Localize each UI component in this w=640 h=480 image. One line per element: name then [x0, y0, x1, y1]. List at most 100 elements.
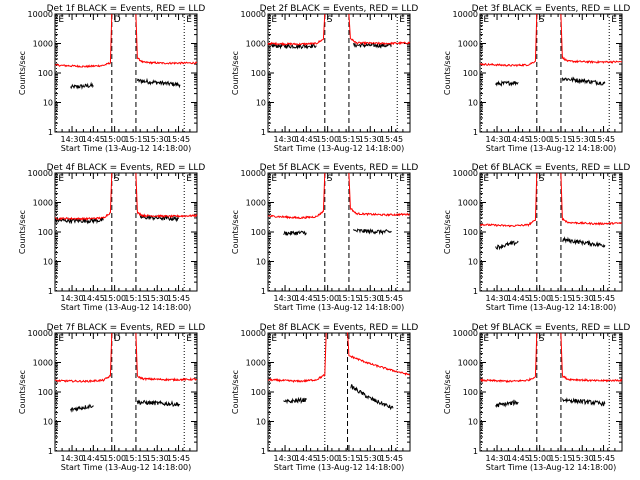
y-tick-label: 100 — [38, 228, 53, 237]
x-tick-label: 15:30 — [146, 135, 169, 144]
chart-panel: Det 7f BLACK = Events, RED = LLD 1 10 100 10… — [18, 323, 205, 472]
x-tick-label: 15:15 — [337, 135, 360, 144]
y-tick-label: 1000 — [246, 199, 266, 208]
series-lld-line — [479, 172, 538, 228]
x-tick-label: 15:30 — [359, 294, 382, 303]
y-tick-label: 1000 — [33, 40, 53, 49]
event-marker-label: E — [186, 174, 192, 184]
x-tick-label: 14:30 — [61, 135, 84, 144]
event-marker-label: E — [399, 334, 405, 344]
x-axis-label: Start Time (13-Aug-12 14:18:00) — [274, 144, 405, 153]
x-tick-label: 15:00 — [316, 135, 339, 144]
series-events-line — [54, 216, 104, 225]
x-tick-label: 15:15 — [124, 294, 147, 303]
event-marker-label: S — [327, 174, 333, 184]
y-axis-label: Counts/sec — [443, 210, 452, 254]
x-tick-label: 15:45 — [380, 135, 403, 144]
x-tick-label: 15:30 — [571, 294, 594, 303]
series-events-line — [283, 396, 307, 405]
x-axis-label: Start Time (13-Aug-12 14:18:00) — [486, 144, 617, 153]
y-tick-label: 1000 — [458, 40, 478, 49]
series-events-line — [350, 384, 394, 411]
chart-panel: Det 4f BLACK = Events, RED = LLD 1 10 100 10… — [18, 163, 205, 312]
x-tick-label: 15:45 — [380, 294, 403, 303]
series-events-line — [136, 77, 181, 89]
series-events-line — [70, 403, 94, 413]
chart-panel: Det 3f BLACK = Events, RED = LLD 1 10 100 10… — [443, 4, 630, 153]
x-tick-label: 15:15 — [124, 135, 147, 144]
x-axis-label: Start Time (13-Aug-12 14:18:00) — [61, 303, 192, 312]
event-marker-label: E — [271, 334, 277, 344]
event-marker-label: S — [327, 15, 333, 25]
x-tick-label: 15:00 — [103, 454, 126, 463]
panel-grid: Det 1f BLACK = Events, RED = LLD 1 10 100 10… — [18, 4, 630, 472]
series-lld-line — [54, 172, 113, 221]
series-lld-line — [348, 172, 411, 217]
event-marker-label: E — [399, 15, 405, 25]
series-events-line — [267, 42, 317, 50]
series-lld-line — [267, 332, 327, 383]
y-tick-label: 1000 — [33, 359, 53, 368]
chart-title: Det 7f BLACK = Events, RED = LLD — [47, 323, 206, 333]
x-tick-label: 15:00 — [528, 454, 551, 463]
x-axis-label: Start Time (13-Aug-12 14:18:00) — [61, 463, 192, 472]
y-tick-label: 10 — [468, 99, 478, 108]
y-tick-label: 10000 — [241, 169, 266, 178]
y-tick-label: 1000 — [458, 199, 478, 208]
y-tick-label: 10 — [43, 418, 53, 427]
x-axis-label: Start Time (13-Aug-12 14:18:00) — [274, 463, 405, 472]
y-tick-label: 1 — [48, 287, 53, 296]
y-tick-label: 100 — [251, 228, 266, 237]
series-lld-line — [479, 13, 538, 68]
series-lld-line — [560, 172, 623, 226]
x-tick-label: 14:45 — [507, 135, 530, 144]
x-tick-label: 14:45 — [507, 294, 530, 303]
y-tick-label: 1 — [261, 287, 266, 296]
y-tick-label: 1 — [261, 447, 266, 456]
y-axis-label: Counts/sec — [18, 370, 27, 414]
x-tick-label: 14:30 — [274, 294, 297, 303]
event-marker-label: E — [483, 334, 489, 344]
x-tick-label: 15:00 — [103, 135, 126, 144]
x-tick-label: 15:30 — [359, 454, 382, 463]
x-tick-label: 15:30 — [571, 454, 594, 463]
y-tick-label: 100 — [463, 228, 478, 237]
x-axis-label: Start Time (13-Aug-12 14:18:00) — [274, 303, 405, 312]
y-tick-label: 10000 — [241, 329, 266, 338]
event-marker-label: S — [539, 15, 545, 25]
chart-panel: Det 1f BLACK = Events, RED = LLD 1 10 100 10… — [18, 4, 205, 153]
series-events-line — [561, 76, 606, 87]
event-marker-label: E — [58, 334, 64, 344]
x-tick-label: 15:15 — [549, 454, 572, 463]
y-tick-label: 10 — [43, 258, 53, 267]
y-tick-label: 100 — [463, 388, 478, 397]
series-lld-line — [135, 172, 198, 219]
event-marker-label: E — [271, 174, 277, 184]
y-axis-label: Counts/sec — [231, 51, 240, 95]
y-tick-label: 10000 — [28, 329, 53, 338]
series-events-line — [352, 228, 392, 236]
series-lld-line — [54, 332, 113, 384]
y-tick-label: 10 — [468, 258, 478, 267]
series-events-line — [495, 80, 519, 87]
y-tick-label: 100 — [38, 388, 53, 397]
y-axis-label: Counts/sec — [443, 370, 452, 414]
x-tick-label: 15:45 — [167, 454, 190, 463]
x-tick-label: 15:00 — [103, 294, 126, 303]
chart-title: Det 4f BLACK = Events, RED = LLD — [47, 163, 206, 173]
event-marker-label: S — [539, 174, 545, 184]
y-tick-label: 10 — [256, 99, 266, 108]
series-lld-line — [267, 13, 326, 46]
series-lld-line — [347, 332, 410, 376]
x-tick-label: 14:45 — [295, 294, 318, 303]
series-events-line — [495, 240, 519, 251]
x-tick-label: 15:15 — [549, 135, 572, 144]
y-tick-label: 1 — [473, 287, 478, 296]
x-axis-label: Start Time (13-Aug-12 14:18:00) — [486, 463, 617, 472]
x-tick-label: 15:00 — [316, 294, 339, 303]
event-marker-label: E — [271, 15, 277, 25]
event-marker-label: E — [58, 174, 64, 184]
x-axis-label: Start Time (13-Aug-12 14:18:00) — [61, 144, 192, 153]
series-lld-line — [54, 13, 113, 68]
